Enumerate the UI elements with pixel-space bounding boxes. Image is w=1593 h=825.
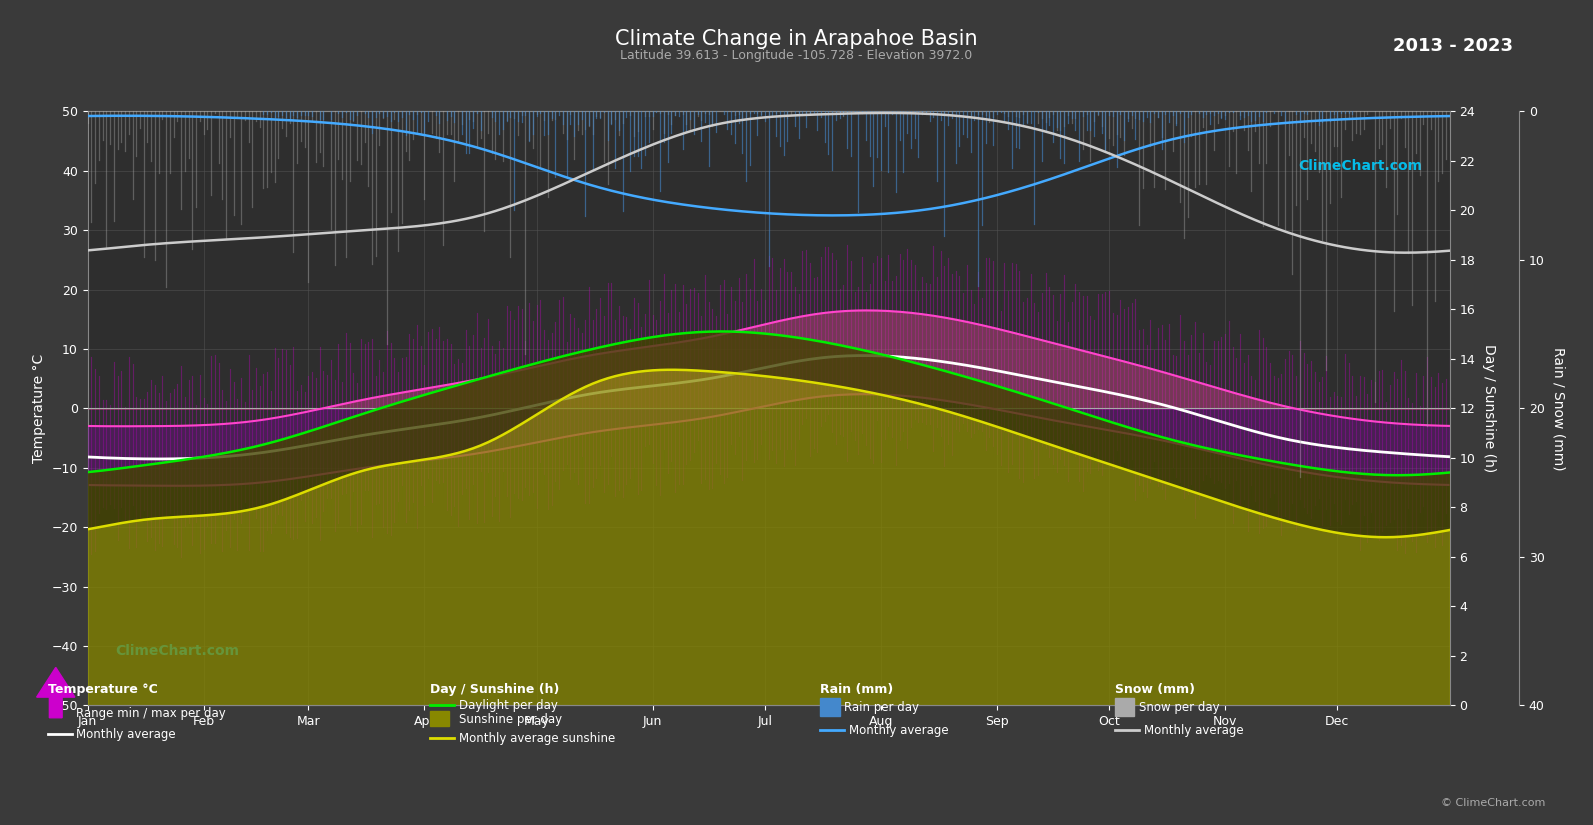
- Text: 2013 - 2023: 2013 - 2023: [1394, 37, 1513, 55]
- Text: Rain (mm): Rain (mm): [820, 683, 894, 696]
- Text: Latitude 39.613 - Longitude -105.728 - Elevation 3972.0: Latitude 39.613 - Longitude -105.728 - E…: [620, 50, 973, 63]
- Text: Snow per day: Snow per day: [1139, 700, 1220, 714]
- Text: Monthly average: Monthly average: [1144, 724, 1244, 737]
- Text: © ClimeChart.com: © ClimeChart.com: [1440, 799, 1545, 808]
- Text: Daylight per day: Daylight per day: [459, 699, 558, 712]
- Text: Range min / max per day: Range min / max per day: [76, 707, 226, 720]
- Text: Monthly average sunshine: Monthly average sunshine: [459, 732, 615, 745]
- Text: ClimeChart.com: ClimeChart.com: [115, 644, 239, 658]
- Text: Snow (mm): Snow (mm): [1115, 683, 1195, 696]
- Text: Rain per day: Rain per day: [844, 700, 919, 714]
- Text: ClimeChart.com: ClimeChart.com: [1298, 159, 1423, 173]
- Text: Monthly average: Monthly average: [849, 724, 949, 737]
- Y-axis label: Temperature °C: Temperature °C: [32, 354, 46, 463]
- Text: Sunshine per day: Sunshine per day: [459, 713, 562, 726]
- Text: Monthly average: Monthly average: [76, 728, 177, 741]
- Y-axis label: Day / Sunshine (h): Day / Sunshine (h): [1481, 344, 1496, 473]
- Text: Day / Sunshine (h): Day / Sunshine (h): [430, 683, 559, 696]
- Y-axis label: Rain / Snow (mm): Rain / Snow (mm): [1552, 346, 1566, 470]
- Text: Climate Change in Arapahoe Basin: Climate Change in Arapahoe Basin: [615, 29, 978, 49]
- Text: Temperature °C: Temperature °C: [48, 683, 158, 696]
